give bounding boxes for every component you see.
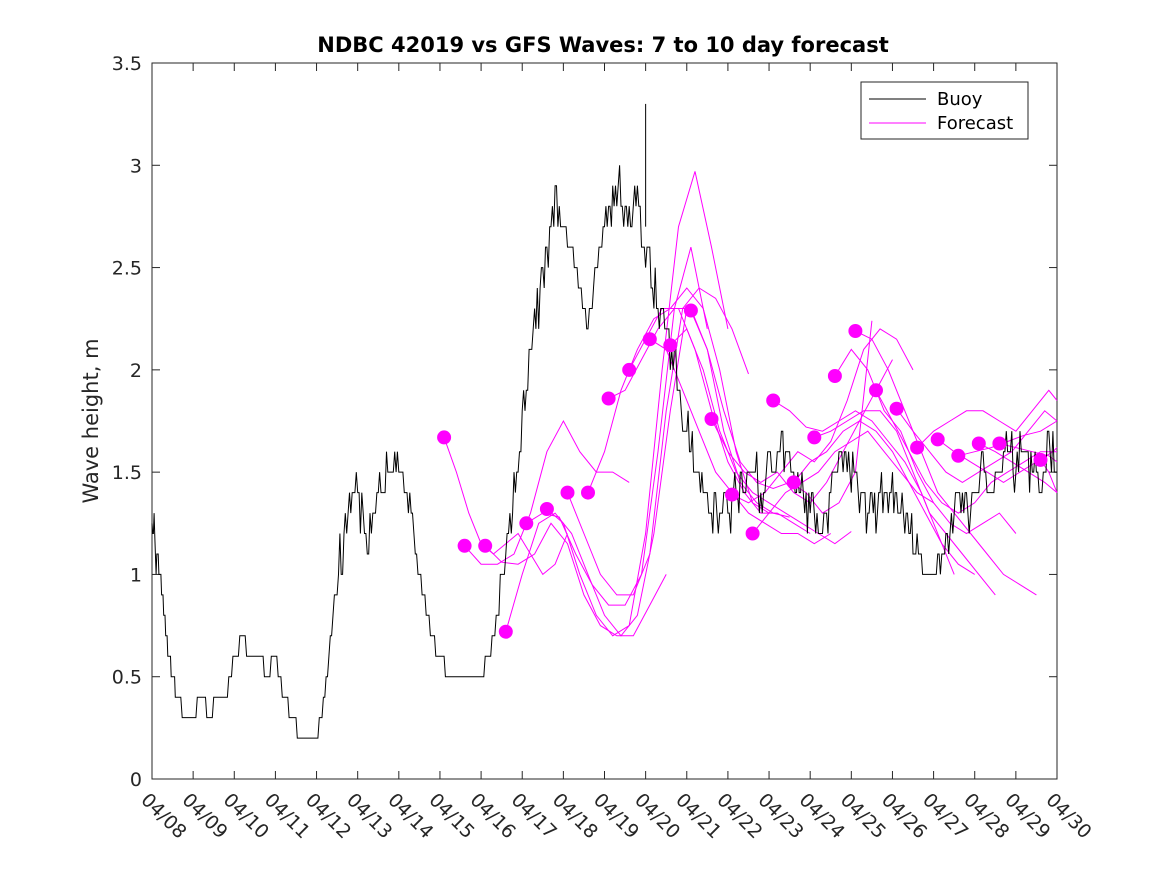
- forecast-run-line: [526, 246, 708, 606]
- forecast-run-line: [752, 430, 934, 534]
- x-tick-label: 04/12: [301, 789, 355, 843]
- x-tick-label: 04/09: [178, 789, 232, 843]
- forecast-marker: [971, 436, 986, 451]
- forecast-marker: [601, 391, 616, 406]
- forecast-run-line: [731, 328, 914, 504]
- forecast-run-line: [546, 171, 729, 637]
- forecast-marker: [745, 526, 760, 541]
- forecast-run-line: [855, 330, 1037, 596]
- y-tick-label: 2.5: [112, 258, 142, 280]
- forecast-marker: [642, 332, 657, 347]
- forecast-marker: [766, 393, 781, 408]
- buoy-line: [151, 165, 1057, 739]
- forecast-run-line: [978, 443, 1058, 493]
- forecast-marker: [519, 516, 534, 531]
- y-tick-label: 3: [130, 155, 142, 177]
- forecast-marker: [910, 440, 925, 455]
- forecast-run-line: [587, 287, 770, 514]
- forecast-marker: [704, 412, 719, 426]
- forecast-marker: [951, 448, 966, 463]
- legend-label-forecast: Forecast: [937, 113, 1013, 134]
- x-tick-label: 04/29: [1000, 789, 1054, 843]
- forecast-marker: [457, 538, 472, 553]
- forecast-marker: [786, 475, 801, 490]
- plot-area: [151, 62, 1058, 780]
- forecast-marker: [683, 303, 698, 318]
- forecast-marker: [848, 324, 863, 338]
- forecast-marker: [498, 624, 513, 639]
- forecast-marker: [622, 362, 637, 377]
- x-tick-label: 04/10: [219, 789, 273, 843]
- x-tick-label: 04/13: [342, 789, 396, 843]
- x-tick-label: 04/23: [754, 789, 808, 843]
- forecast-marker: [560, 485, 575, 500]
- forecast-run-line: [958, 420, 1058, 457]
- x-tick-label: 04/27: [918, 789, 972, 843]
- forecast-series: [443, 171, 1058, 637]
- forecast-marker: [827, 369, 842, 383]
- x-tick-label: 04/24: [795, 789, 849, 843]
- forecast-marker: [869, 383, 883, 398]
- x-tick-label: 04/15: [424, 789, 478, 843]
- forecast-markers: [437, 303, 1048, 639]
- forecast-marker: [992, 436, 1007, 451]
- forecast-marker: [930, 432, 945, 447]
- forecast-marker: [889, 401, 904, 416]
- forecast-run-line: [896, 408, 1058, 483]
- x-tick-label: 04/11: [260, 789, 314, 843]
- y-axis: 0 0.5 1 1.5 2 2.5 3 3.5: [112, 53, 1057, 791]
- x-tick-label: 04/21: [671, 789, 725, 843]
- forecast-run-line: [916, 389, 1058, 448]
- forecast-marker: [725, 487, 739, 502]
- x-tick-label: 04/18: [548, 789, 602, 843]
- forecast-marker: [663, 338, 678, 353]
- chart-title: NDBC 42019 vs GFS Waves: 7 to 10 day for…: [317, 33, 888, 57]
- legend: Buoy Forecast: [860, 81, 1029, 140]
- y-tick-label: 0: [130, 769, 142, 791]
- forecast-run-line: [834, 348, 1017, 535]
- x-tick-label: 04/08: [136, 789, 190, 843]
- forecast-run-line: [711, 359, 893, 504]
- forecast-marker: [478, 538, 493, 553]
- forecast-run-line: [484, 522, 667, 637]
- y-axis-label: Wave height, m: [79, 338, 103, 503]
- x-tick-label: 04/20: [630, 789, 684, 843]
- x-tick-label: 04/14: [383, 789, 437, 843]
- x-tick-label: 04/28: [959, 789, 1013, 843]
- forecast-run-line: [505, 308, 688, 637]
- forecast-marker: [437, 430, 452, 445]
- x-tick-label: 04/30: [1041, 789, 1095, 843]
- forecast-run-line: [443, 437, 568, 576]
- x-tick-label: 04/26: [877, 789, 931, 843]
- x-tick-label: 04/22: [712, 789, 766, 843]
- forecast-marker: [581, 485, 595, 500]
- forecast-marker: [539, 502, 554, 516]
- y-tick-label: 2: [130, 360, 142, 382]
- x-tick-label: 04/16: [466, 789, 520, 843]
- forecast-run-line: [875, 390, 1057, 514]
- y-tick-label: 0.5: [112, 667, 142, 689]
- legend-label-buoy: Buoy: [937, 89, 983, 110]
- y-tick-label: 3.5: [112, 53, 142, 75]
- forecast-run-line: [814, 410, 996, 596]
- forecast-run-line: [690, 310, 873, 514]
- y-tick-label: 1.5: [112, 462, 142, 484]
- buoy-series: [151, 103, 1057, 739]
- forecast-marker: [1033, 452, 1048, 467]
- y-tick-label: 1: [130, 564, 142, 586]
- legend-box: [860, 81, 1029, 140]
- forecast-marker: [807, 430, 822, 445]
- x-tick-label: 04/25: [836, 789, 890, 843]
- forecast-run-line: [464, 419, 630, 565]
- x-tick-label: 04/17: [507, 789, 561, 843]
- x-tick-label: 04/19: [589, 789, 643, 843]
- forecast-run-line: [567, 287, 749, 596]
- forecast-run-line: [649, 338, 832, 545]
